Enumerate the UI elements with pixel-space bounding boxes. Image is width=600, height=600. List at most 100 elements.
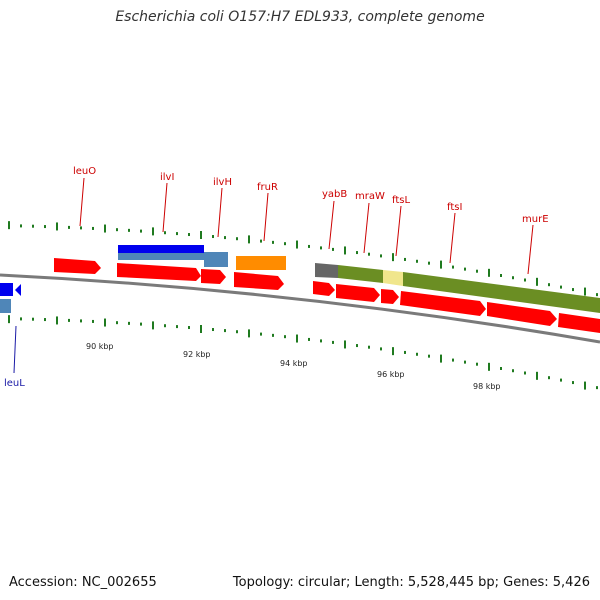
cds-arrow-ftsL[interactable] [381,289,399,304]
cds-arrow-leuO[interactable] [54,258,101,274]
cds-arrow-yabB[interactable] [313,281,335,296]
lower-track-tick [8,315,10,324]
upper-track-tick [320,246,322,250]
gene-label-ilvI[interactable]: ilvI [160,172,174,183]
upper-track-tick [572,288,574,292]
gene-label-ftsL[interactable]: ftsL [392,195,410,206]
upper-track-tick [332,247,334,251]
gene-block-mraW[interactable] [338,265,383,283]
lower-track-tick [80,319,82,323]
lower-track-tick [284,335,286,339]
upper-track-tick [128,228,130,232]
cds-arrow-ilvI[interactable] [117,263,201,281]
upper-track-tick [500,274,502,277]
lower-track-tick [584,381,586,390]
lower-track-tick [260,332,262,336]
lower-track-tick [500,367,502,370]
upper-track-tick [224,236,226,240]
lower-track-tick [488,362,490,371]
gene-block-yabB[interactable] [315,263,338,278]
genome-summary-text: Topology: circular; Length: 5,528,445 bp… [232,575,590,590]
gene-label-leuL[interactable]: leuL [4,378,25,389]
upper-track-tick [524,278,526,282]
upper-track-tick [32,224,34,228]
lower-track-tick [128,321,130,325]
lower-track-tick [428,354,430,358]
gene-label-yabB[interactable]: yabB [322,189,347,200]
gene-block-ftsL[interactable] [383,270,403,286]
leader-line-yabB [328,200,335,250]
cds-arrow-mraW[interactable] [336,284,380,302]
lower-track-tick [92,319,94,323]
cds-arrow-next[interactable] [558,313,600,333]
lower-track-tick [272,333,274,337]
lower-track-tick [452,358,454,362]
upper-track-tick [464,267,466,271]
gene-block-ilvI[interactable] [118,245,204,253]
upper-track-tick [56,222,58,231]
lower-track-tick [464,360,466,364]
gene-label-leuO[interactable]: leuO [73,166,96,177]
label-leader-lines [13,177,534,374]
cds-arrow-murE[interactable] [487,302,557,326]
upper-track-tick [92,226,94,230]
upper-track-tick [248,235,250,244]
lower-track-tick [296,334,298,343]
upper-track-tick [80,226,82,230]
gene-label-ilvH[interactable]: ilvH [213,177,232,188]
gene-block-leuL-lower[interactable] [0,299,11,313]
leader-line-ilvI [162,182,168,233]
leader-line-leuO [79,177,85,227]
cds-arrow-leuL[interactable] [15,284,21,296]
lower-track-tick [344,340,346,349]
lower-track-tick [68,318,70,322]
lower-track-tick [116,321,118,325]
upper-track-tick [164,231,166,235]
gene-block-fruR[interactable] [236,256,286,270]
lower-track-tick [356,344,358,348]
lower-track-tick [224,329,226,333]
lower-track-tick [200,325,202,333]
scale-label-98kbp: 98 kbp [473,382,501,391]
upper-track-tick [116,228,118,232]
cds-arrow-fruR[interactable] [234,272,284,290]
gene-block-ilvH[interactable] [204,252,228,267]
lower-track-tick [572,381,574,385]
upper-track-tick [548,283,550,287]
lower-track-tick [20,317,22,321]
upper-track-tick [560,285,562,289]
leader-line-ftsL [395,205,402,257]
feature-track-minus [0,283,21,313]
upper-track-tick [476,269,478,273]
lower-track-tick [32,317,34,321]
upper-track-tick [200,231,202,239]
lower-track-tick [308,337,310,341]
gene-label-fruR[interactable]: fruR [257,182,278,193]
upper-track-tick [44,225,46,229]
upper-track-tick [392,253,394,262]
upper-track-tick [8,221,10,230]
lower-track-tick [524,371,526,375]
upper-track-tick [20,224,22,228]
map-title: Escherichia coli O157:H7 EDL933, complet… [115,9,485,25]
lower-track-tick [140,322,142,326]
gene-block-ftsI-murE[interactable] [403,272,600,313]
lower-track-tick [392,347,394,356]
cds-arrow-ilvH[interactable] [201,269,226,284]
lower-track-tick [320,339,322,343]
cds-arrow-ftsI[interactable] [400,291,486,316]
lower-track-tick [212,328,214,332]
gene-block-leuL[interactable] [0,283,13,296]
upper-track-tick [584,287,586,296]
lower-track-tick [380,347,382,351]
upper-gc-track [8,221,598,297]
lower-track-tick [164,324,166,328]
gene-block-ilvI-lower[interactable] [118,253,204,260]
upper-track-tick [440,260,442,269]
gene-label-ftsI[interactable]: ftsI [447,202,462,213]
upper-track-tick [452,265,454,269]
gene-label-murE[interactable]: murE [522,214,549,225]
upper-track-tick [404,257,406,261]
gene-label-mraW[interactable]: mraW [355,191,385,202]
